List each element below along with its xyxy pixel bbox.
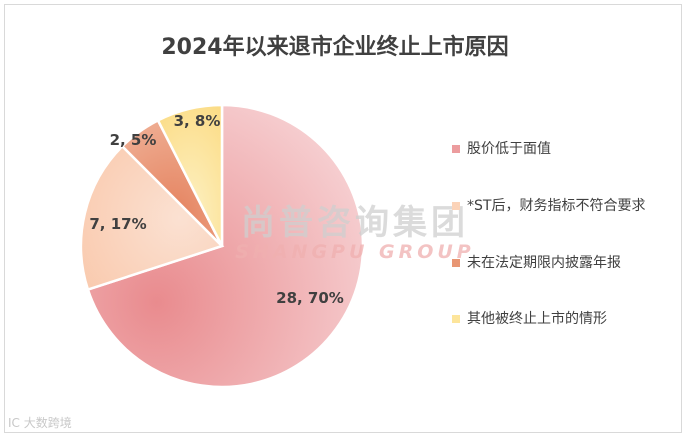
legend-label-4: 其他被终止上市的情形	[467, 311, 607, 327]
legend-item-3: 未在法定期限内披露年报	[452, 254, 672, 273]
slice-label-4: 3, 8%	[174, 112, 221, 130]
legend-label-3: 未在法定期限内披露年报	[467, 255, 621, 271]
legend-swatch-2	[452, 202, 460, 210]
legend-item-4: 其他被终止上市的情形	[452, 310, 672, 329]
legend-label-2: *ST后，财务指标不符合要求	[467, 198, 646, 214]
chart-title: 2024年以来退市企业终止上市原因	[161, 35, 509, 60]
corner-watermark: IC 大数跨境	[8, 416, 72, 430]
pie-slice-2	[79, 144, 225, 292]
slice-label-2: 7, 17%	[89, 215, 146, 233]
pie-slice-1	[86, 103, 365, 389]
watermark-en: SHANGPU GROUP	[235, 241, 475, 263]
watermark-cn: 尚普咨询集团	[241, 203, 469, 243]
slice-label-3: 2, 5%	[110, 131, 157, 149]
legend-swatch-1	[452, 145, 460, 153]
legend-swatch-4	[452, 315, 460, 323]
legend-swatch-3	[452, 259, 460, 267]
legend-label-1: 股价低于面值	[467, 141, 551, 157]
pie-slice-4	[156, 103, 224, 247]
slice-label-1: 28, 70%	[276, 289, 344, 307]
legend-item-2: *ST后，财务指标不符合要求	[452, 197, 672, 216]
watermark: 尚普咨询集团 SHANGPU GROUP	[220, 205, 490, 263]
legend-item-1: 股价低于面值	[452, 140, 672, 159]
